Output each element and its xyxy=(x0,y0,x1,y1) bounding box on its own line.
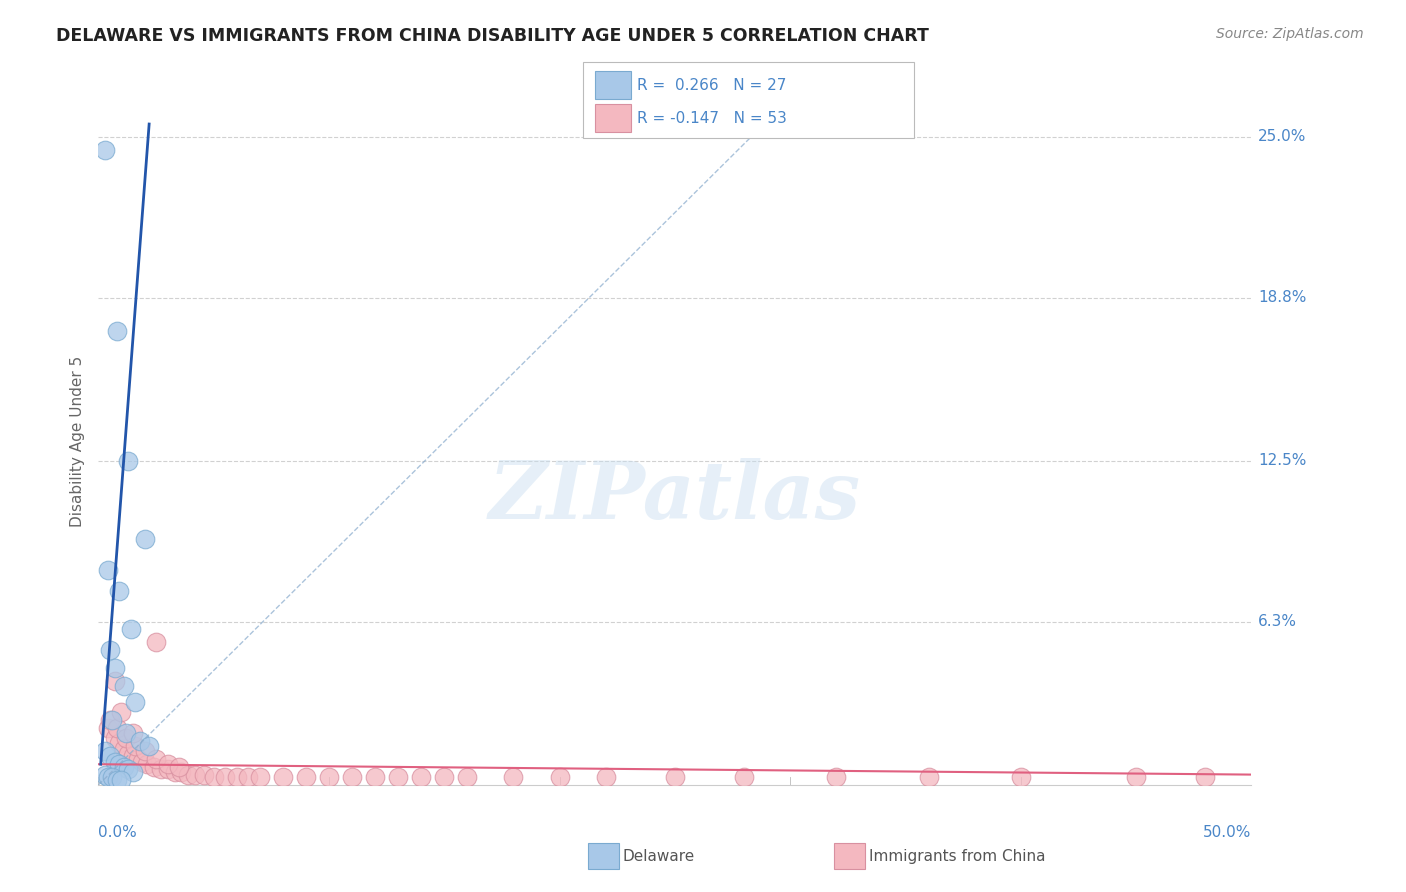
Point xyxy=(825,770,848,784)
Point xyxy=(364,770,387,784)
Point xyxy=(97,770,120,784)
Point xyxy=(103,674,125,689)
Point xyxy=(167,760,190,774)
Point xyxy=(131,755,153,769)
Text: DELAWARE VS IMMIGRANTS FROM CHINA DISABILITY AGE UNDER 5 CORRELATION CHART: DELAWARE VS IMMIGRANTS FROM CHINA DISABI… xyxy=(56,27,929,45)
Point xyxy=(94,143,117,157)
Point xyxy=(1010,770,1032,784)
Point xyxy=(295,770,318,784)
Point xyxy=(122,726,145,740)
Point xyxy=(110,772,132,787)
Point xyxy=(149,763,172,777)
Point xyxy=(115,726,138,740)
Point xyxy=(124,695,146,709)
Point xyxy=(142,760,165,774)
Point xyxy=(115,731,138,746)
Point xyxy=(249,770,271,784)
Point xyxy=(112,680,135,694)
Point xyxy=(202,770,225,784)
Point xyxy=(134,532,156,546)
Point xyxy=(595,770,617,784)
Point xyxy=(129,734,152,748)
Point xyxy=(664,770,686,784)
Text: 50.0%: 50.0% xyxy=(1204,825,1251,840)
Point xyxy=(98,713,121,727)
Point xyxy=(271,770,294,784)
Point xyxy=(138,739,160,753)
Point xyxy=(340,770,363,784)
Point xyxy=(117,747,139,761)
Point xyxy=(1125,770,1147,784)
Point xyxy=(411,770,433,784)
Point xyxy=(387,770,409,784)
Point xyxy=(105,721,128,735)
Point xyxy=(94,744,117,758)
Text: ZIPatlas: ZIPatlas xyxy=(489,458,860,535)
Point xyxy=(103,755,125,769)
Text: Source: ZipAtlas.com: Source: ZipAtlas.com xyxy=(1216,27,1364,41)
Point xyxy=(145,635,167,649)
Point xyxy=(1194,770,1216,784)
Text: 0.0%: 0.0% xyxy=(98,825,138,840)
Point xyxy=(318,770,340,784)
Point xyxy=(145,752,167,766)
Point xyxy=(225,770,247,784)
Point xyxy=(108,583,131,598)
Point xyxy=(127,752,149,766)
Point xyxy=(124,739,146,753)
Point xyxy=(101,713,124,727)
Point xyxy=(548,770,571,784)
Text: 25.0%: 25.0% xyxy=(1258,129,1306,145)
Point xyxy=(456,770,478,784)
Point xyxy=(163,764,186,779)
Point xyxy=(502,770,524,784)
Text: 18.8%: 18.8% xyxy=(1258,290,1306,305)
Point xyxy=(184,767,207,781)
Point xyxy=(433,770,456,784)
Text: R = -0.147   N = 53: R = -0.147 N = 53 xyxy=(637,111,787,126)
Point xyxy=(98,749,121,764)
Point xyxy=(112,741,135,756)
Point xyxy=(117,454,139,468)
Point xyxy=(120,623,142,637)
Point xyxy=(122,764,145,779)
Point xyxy=(156,763,179,777)
Point xyxy=(108,757,131,772)
Text: 6.3%: 6.3% xyxy=(1258,615,1298,629)
Point xyxy=(108,737,131,751)
Point xyxy=(105,772,128,787)
Point xyxy=(101,770,124,784)
Point xyxy=(103,731,125,746)
Point xyxy=(117,763,139,777)
Text: 12.5%: 12.5% xyxy=(1258,453,1306,468)
Point xyxy=(177,767,200,781)
Text: Immigrants from China: Immigrants from China xyxy=(869,849,1046,863)
Point xyxy=(214,770,236,784)
Point xyxy=(193,767,215,781)
Point xyxy=(97,563,120,577)
Point xyxy=(917,770,939,784)
Point xyxy=(122,749,145,764)
Point xyxy=(156,757,179,772)
Point xyxy=(105,325,128,339)
Point xyxy=(97,721,120,735)
Point xyxy=(135,757,157,772)
Point xyxy=(98,643,121,657)
Point xyxy=(134,744,156,758)
Point xyxy=(94,767,117,781)
Point xyxy=(110,706,132,720)
Point xyxy=(103,661,125,675)
Point xyxy=(238,770,260,784)
Y-axis label: Disability Age Under 5: Disability Age Under 5 xyxy=(70,356,86,527)
Point xyxy=(733,770,755,784)
Point xyxy=(170,764,193,779)
Point xyxy=(112,760,135,774)
Text: R =  0.266   N = 27: R = 0.266 N = 27 xyxy=(637,78,786,93)
Text: Delaware: Delaware xyxy=(623,849,695,863)
